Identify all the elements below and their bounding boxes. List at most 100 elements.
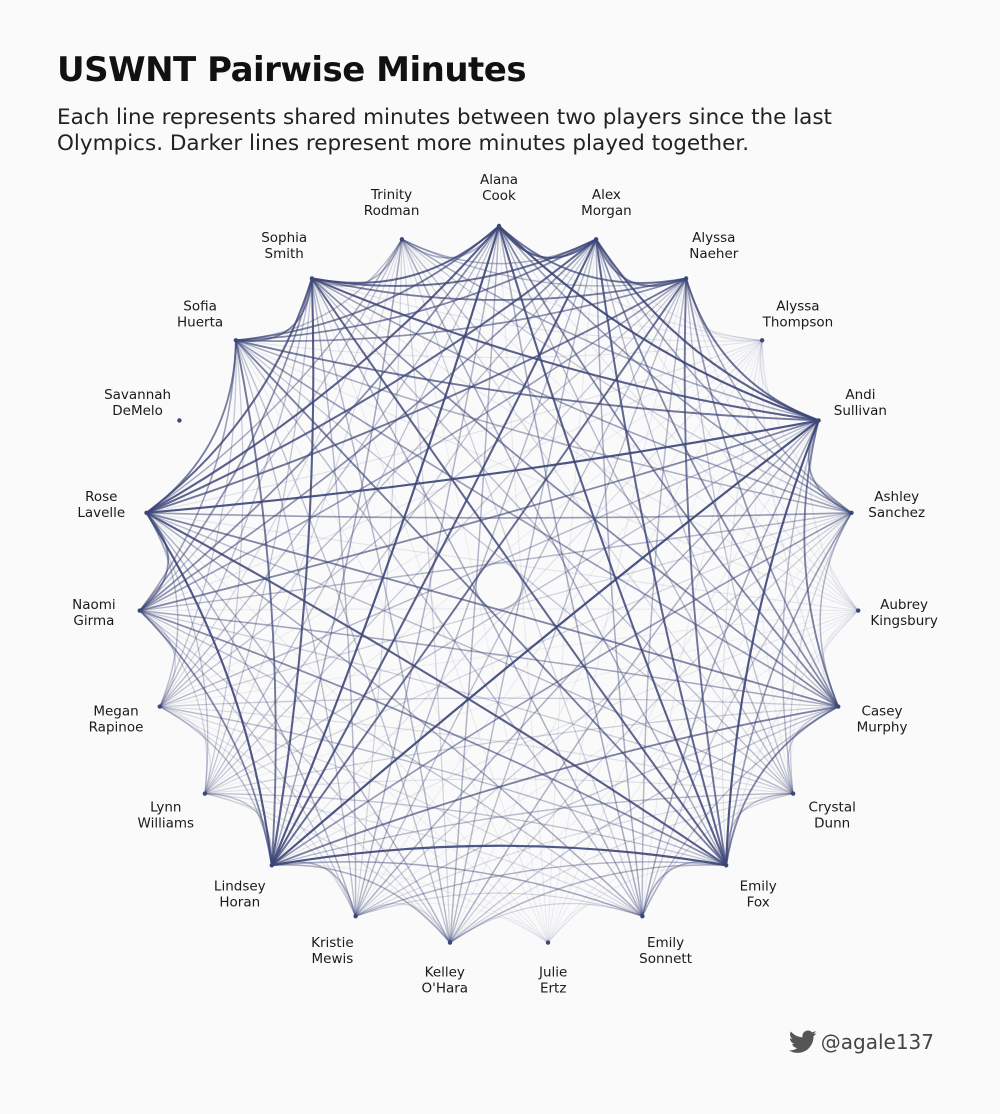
edge-horan-williams	[204, 792, 273, 866]
edge-morgan-horan	[270, 238, 598, 866]
edge-fox-ertz	[547, 864, 727, 943]
edge-girma-lavelle	[139, 512, 169, 612]
edge-sanchez-kingsbury	[829, 512, 859, 611]
edge-morgan-ohara	[449, 239, 597, 943]
edge-kingsbury-ohara	[449, 610, 859, 943]
edge-murphy-ertz	[547, 706, 839, 943]
node-megan-rapinoe	[157, 704, 162, 709]
edge-naeher-fox	[683, 278, 728, 866]
label-alana-cook: Alana Cook	[480, 172, 518, 204]
edge-ertz-williams	[204, 793, 549, 944]
edge-naeher-smith	[311, 277, 687, 301]
edge-williams-smith	[204, 278, 313, 794]
label-rose-lavelle: Rose Lavelle	[77, 489, 125, 521]
edge-ohara-horan	[271, 864, 451, 944]
edge-cook-smith	[311, 225, 500, 284]
label-alyssa-naeher: Alyssa Naeher	[689, 230, 739, 262]
edge-ertz-smith	[311, 278, 549, 943]
node-emily-sonnett	[640, 914, 645, 919]
edge-rapinoe-lavelle	[145, 512, 179, 707]
node-rose-lavelle	[144, 510, 149, 515]
edge-morgan-kingsbury	[595, 239, 859, 611]
edge-ohara-huerta	[235, 340, 451, 943]
edge-williams-lavelle	[145, 512, 209, 794]
chart-subtitle: Each line represents shared minutes betw…	[57, 105, 832, 156]
edge-cook-fox	[498, 225, 728, 866]
edge-ertz-lavelle	[146, 512, 549, 943]
edge-sonnett-lavelle	[146, 512, 643, 917]
node-emily-fox	[724, 863, 729, 868]
edge-dunn-girma	[139, 609, 794, 795]
edge-naeher-huerta	[235, 277, 687, 342]
label-kristie-mewis: Kristie Mewis	[311, 935, 354, 967]
edge-dunn-rodman	[401, 238, 794, 794]
edge-mewis-huerta	[235, 340, 357, 917]
edge-rapinoe-smith	[159, 278, 313, 707]
edge-sonnett-horan	[271, 861, 643, 917]
edge-murphy-fox	[725, 705, 839, 866]
edge-dunn-sonnett	[641, 793, 794, 917]
edge-ertz-rapinoe	[159, 706, 549, 943]
edge-dunn-williams	[204, 778, 794, 795]
node-trinity-rodman	[399, 237, 405, 242]
edge-thompson-kingsbury	[761, 340, 859, 611]
node-alyssa-naeher	[683, 276, 689, 281]
edge-rapinoe-girma	[139, 610, 176, 707]
edge-sullivan-sonnett	[641, 420, 820, 917]
edge-murphy-lavelle	[146, 511, 839, 708]
edge-williams-huerta	[204, 340, 244, 794]
edge-fox-sonnett	[641, 861, 727, 917]
node-andi-sullivan	[816, 418, 821, 423]
edge-kingsbury-lavelle	[146, 512, 859, 612]
edge-cook-horan	[270, 225, 501, 866]
edge-sanchez-girma	[139, 512, 852, 612]
credit: @agale137	[788, 1030, 934, 1054]
edge-murphy-huerta	[235, 339, 839, 708]
edge-sonnett-rapinoe	[159, 706, 643, 917]
edge-kingsbury-smith	[311, 277, 859, 612]
label-ashley-sanchez: Ashley Sanchez	[868, 489, 925, 521]
edge-rapinoe-huerta	[159, 340, 237, 707]
edge-morgan-ertz	[547, 239, 597, 943]
edge-sanchez-ertz	[547, 512, 852, 943]
edge-williams-rapinoe	[159, 706, 211, 794]
edge-ertz-girma	[139, 610, 549, 943]
edge-horan-rodman	[271, 239, 403, 866]
edge-kingsbury-mewis	[355, 610, 859, 917]
edge-sullivan-fox	[725, 420, 820, 866]
edge-cook-ertz	[498, 225, 549, 943]
edge-huerta-smith	[235, 278, 313, 342]
twitter-bird-icon	[788, 1030, 817, 1053]
edge-sullivan-williams	[204, 419, 819, 795]
node-savannah-demelo	[177, 418, 182, 423]
edge-ohara-williams	[204, 793, 451, 943]
label-lindsey-horan: Lindsey Horan	[214, 879, 266, 911]
node-ashley-sanchez	[849, 510, 854, 515]
edge-ohara-lavelle	[145, 512, 451, 943]
edge-sonnett-mewis	[355, 892, 643, 917]
edge-horan-girma	[139, 609, 273, 866]
edge-sonnett-girma	[139, 609, 643, 917]
edge-morgan-fox	[595, 239, 728, 866]
label-sophia-smith: Sophia Smith	[261, 230, 307, 262]
edge-naeher-sonnett	[641, 278, 687, 917]
node-naomi-girma	[137, 608, 142, 613]
edge-thompson-lavelle	[146, 339, 763, 514]
edge-girma-rodman	[139, 239, 403, 612]
label-savannah-demelo: Savannah DeMelo	[104, 387, 171, 419]
edge-sullivan-horan	[271, 419, 820, 867]
label-naomi-girma: Naomi Girma	[72, 597, 116, 629]
credit-handle: @agale137	[820, 1030, 934, 1054]
edge-kingsbury-williams	[204, 610, 859, 795]
edge-sanchez-smith	[311, 277, 852, 514]
chord-edges	[139, 225, 859, 944]
label-emily-sonnett: Emily Sonnett	[639, 935, 692, 967]
node-alex-morgan	[593, 237, 599, 242]
edge-sullivan-lavelle	[146, 419, 819, 514]
edge-ohara-girma	[139, 610, 451, 943]
edge-fox-rapinoe	[159, 705, 727, 866]
edge-cook-rapinoe	[159, 225, 500, 708]
edge-ertz-rodman	[401, 239, 549, 943]
edge-williams-rodman	[204, 239, 403, 794]
edge-thompson-huerta	[235, 339, 763, 359]
